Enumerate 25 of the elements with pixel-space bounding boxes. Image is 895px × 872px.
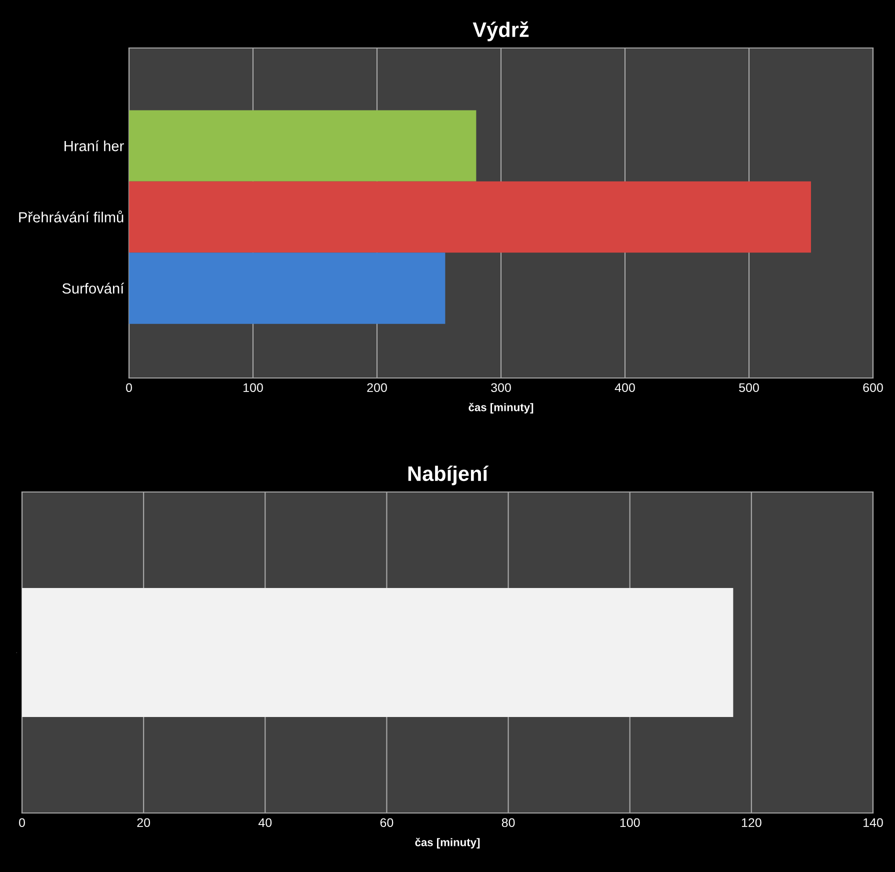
x-tick-label: 500 (739, 383, 759, 392)
x-tick-label: 120 (742, 818, 762, 828)
chart-title: Nabíjení (408, 466, 489, 486)
x-tick-label: 100 (620, 818, 640, 828)
bar (129, 110, 476, 182)
x-tick-label: 0 (126, 383, 132, 392)
x-tick-label: 600 (863, 383, 883, 392)
x-tick-label: 200 (367, 383, 387, 392)
x-tick-label: 0 (19, 818, 25, 828)
x-tick-label: 400 (614, 383, 635, 392)
chart-title: Výdrž (472, 21, 529, 42)
x-tick-label: 140 (864, 818, 883, 828)
y-tick-label: Přehrávání filmů (19, 210, 124, 222)
x-tick-label: 40 (258, 818, 272, 828)
x-tick-label: 100 (244, 383, 263, 392)
bar (129, 252, 446, 324)
x-tick-label: 300 (491, 383, 511, 392)
x-axis-title: čas [minuty] (468, 402, 534, 414)
x-tick-label: 80 (502, 818, 515, 828)
x-tick-label: 60 (380, 818, 394, 828)
x-tick-label: 20 (137, 818, 150, 828)
bar (129, 181, 811, 253)
y-tick-label: Hraní her (64, 140, 124, 152)
y-tick-label: Surfování (62, 282, 124, 294)
x-axis-title: čas [minuty] (415, 838, 480, 848)
